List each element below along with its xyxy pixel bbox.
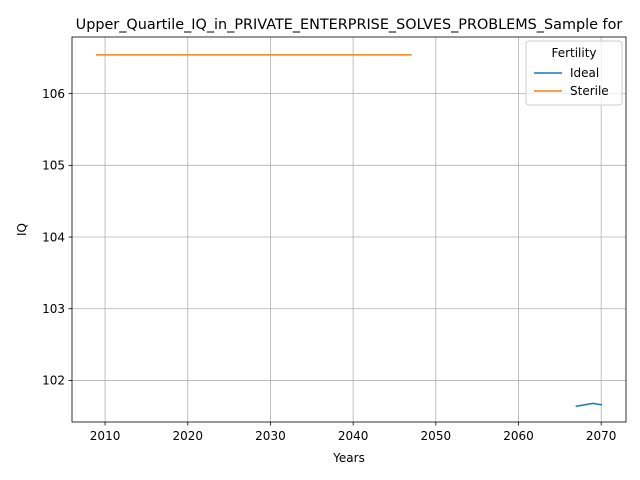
x-tick-label: 2030 <box>255 429 286 443</box>
y-axis: 102 103 104 105 106 <box>42 87 72 388</box>
y-tick-label: 103 <box>42 302 65 316</box>
plot-frame <box>71 36 627 423</box>
y-axis-label: IQ <box>15 223 29 236</box>
grid <box>72 37 626 422</box>
x-axis-label: Years <box>332 451 365 465</box>
x-tick-label: 2070 <box>586 429 617 443</box>
y-tick-label: 104 <box>42 230 65 244</box>
x-tick-label: 2020 <box>172 429 203 443</box>
y-tick-label: 105 <box>42 159 65 173</box>
y-tick-label: 106 <box>42 87 65 101</box>
legend-title: Fertility <box>551 46 596 60</box>
legend: Fertility Ideal Sterile <box>525 40 623 106</box>
x-tick-label: 2040 <box>338 429 369 443</box>
x-tick-label: 2050 <box>421 429 452 443</box>
legend-entry-ideal: Ideal <box>570 66 599 80</box>
series-lines <box>96 54 603 408</box>
legend-entry-sterile: Sterile <box>570 84 609 98</box>
legend-box <box>525 40 623 106</box>
x-axis: 2010 2020 2030 2040 2050 2060 2070 <box>90 422 617 443</box>
chart-title: Upper_Quartile_IQ_in_PRIVATE_ENTERPRISE_… <box>76 17 623 33</box>
x-tick-label: 2060 <box>503 429 534 443</box>
x-tick-label: 2010 <box>90 429 121 443</box>
y-tick-label: 102 <box>42 374 65 388</box>
series-line-ideal <box>575 402 603 408</box>
